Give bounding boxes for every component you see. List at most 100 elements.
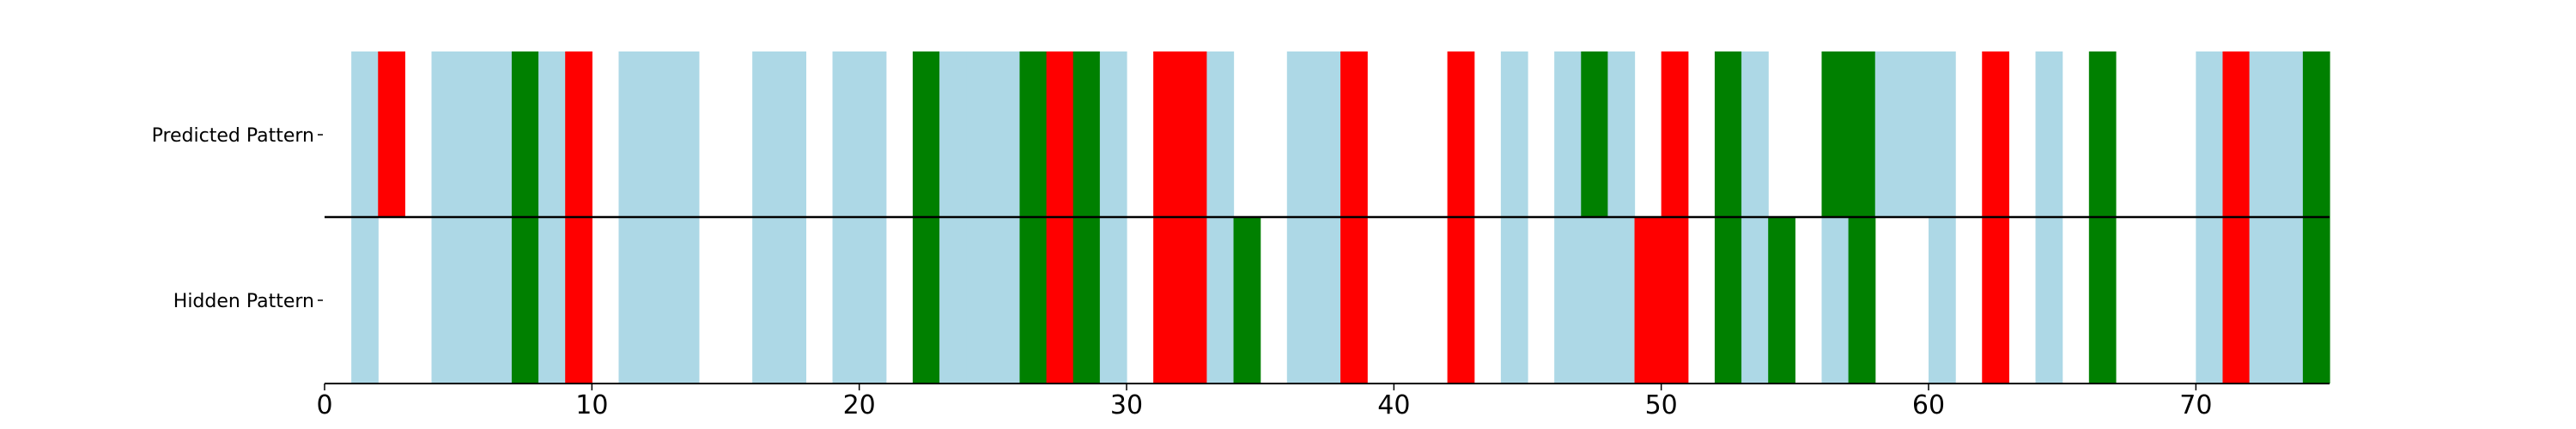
predicted-cell-19 [832, 51, 860, 217]
predicted-cell-27 [1046, 51, 1074, 217]
predicted-cell-62 [1982, 51, 2009, 217]
hidden-cell-5 [458, 217, 486, 384]
hidden-cell-73 [2275, 217, 2304, 384]
hidden-cell-50 [1661, 217, 1689, 384]
predicted-cell-73 [2275, 51, 2304, 217]
predicted-cell-23 [939, 51, 967, 217]
hidden-cell-19 [832, 217, 860, 384]
hidden-cell-9 [565, 217, 592, 384]
predicted-cell-47 [1581, 51, 1608, 217]
predicted-cell-56 [1821, 51, 1850, 217]
hidden-cell-25 [993, 217, 1021, 384]
hidden-cell-26 [1019, 217, 1048, 384]
hidden-cell-74 [2302, 217, 2330, 384]
hidden-cell-60 [1929, 217, 1956, 384]
x-tick-label: 70 [2179, 390, 2212, 420]
predicted-cell-16 [752, 51, 780, 217]
hidden-cell-47 [1581, 217, 1608, 384]
x-tick-label: 40 [1377, 390, 1410, 420]
x-tick-label: 0 [316, 390, 332, 420]
predicted-cell-66 [2088, 51, 2117, 217]
predicted-cell-59 [1901, 51, 1929, 217]
predicted-cell-4 [431, 51, 459, 217]
hidden-cell-6 [484, 217, 513, 384]
hidden-cell-62 [1982, 217, 2009, 384]
hidden-cell-66 [2088, 217, 2117, 384]
y-label-predicted: Predicted Pattern [152, 125, 314, 147]
predicted-cell-50 [1661, 51, 1689, 217]
hidden-cell-54 [1768, 217, 1795, 384]
hidden-cell-49 [1634, 217, 1662, 384]
hidden-cell-24 [966, 217, 993, 384]
predicted-cell-5 [458, 51, 486, 217]
predicted-cell-26 [1019, 51, 1048, 217]
hidden-cell-34 [1233, 217, 1261, 384]
hidden-cell-64 [2035, 217, 2063, 384]
x-axis-ticks: 0 10 20 30 40 50 60 70 [316, 384, 2212, 420]
x-tick-label: 50 [1645, 390, 1678, 420]
predicted-cell-22 [912, 51, 940, 217]
hidden-cell-36 [1286, 217, 1315, 384]
hidden-cell-8 [538, 217, 566, 384]
predicted-cell-8 [538, 51, 566, 217]
predicted-cell-13 [671, 51, 700, 217]
hidden-row-cells [351, 217, 2330, 384]
predicted-cell-52 [1714, 51, 1742, 217]
hidden-cell-1 [351, 217, 379, 384]
hidden-cell-42 [1447, 217, 1475, 384]
predicted-cell-6 [484, 51, 513, 217]
predicted-cell-37 [1313, 51, 1341, 217]
predicted-cell-46 [1554, 51, 1582, 217]
hidden-cell-38 [1340, 217, 1368, 384]
predicted-cell-36 [1286, 51, 1315, 217]
predicted-cell-9 [565, 51, 592, 217]
hidden-cell-27 [1046, 217, 1074, 384]
hidden-cell-70 [2196, 217, 2224, 384]
predicted-cell-74 [2302, 51, 2330, 217]
hidden-cell-72 [2249, 217, 2277, 384]
predicted-cell-32 [1180, 51, 1207, 217]
predicted-cell-44 [1500, 51, 1528, 217]
hidden-cell-31 [1153, 217, 1181, 384]
predicted-cell-48 [1607, 51, 1636, 217]
predicted-cell-58 [1874, 51, 1903, 217]
predicted-cell-72 [2249, 51, 2277, 217]
hidden-cell-13 [671, 217, 700, 384]
predicted-cell-28 [1072, 51, 1101, 217]
predicted-cell-31 [1153, 51, 1181, 217]
hidden-cell-4 [431, 217, 459, 384]
hidden-cell-23 [939, 217, 967, 384]
hidden-cell-28 [1072, 217, 1101, 384]
hidden-cell-57 [1848, 217, 1876, 384]
hidden-cell-53 [1741, 217, 1769, 384]
predicted-cell-24 [966, 51, 993, 217]
predicted-cell-60 [1929, 51, 1956, 217]
predicted-cell-53 [1741, 51, 1769, 217]
hidden-cell-46 [1554, 217, 1582, 384]
hidden-cell-17 [779, 217, 806, 384]
hidden-cell-16 [752, 217, 780, 384]
hidden-cell-48 [1607, 217, 1636, 384]
hidden-cell-52 [1714, 217, 1742, 384]
predicted-cell-25 [993, 51, 1021, 217]
hidden-cell-44 [1500, 217, 1528, 384]
hidden-cell-11 [618, 217, 647, 384]
predicted-cell-71 [2222, 51, 2251, 217]
predicted-cell-12 [645, 51, 673, 217]
x-tick-label: 30 [1110, 390, 1143, 420]
hidden-cell-22 [912, 217, 940, 384]
predicted-cell-33 [1206, 51, 1235, 217]
hidden-cell-7 [511, 217, 539, 384]
x-tick-label: 20 [843, 390, 876, 420]
hidden-cell-33 [1206, 217, 1235, 384]
predicted-cell-7 [511, 51, 539, 217]
y-label-hidden: Hidden Pattern [173, 291, 314, 312]
predicted-cell-42 [1447, 51, 1475, 217]
predicted-cell-1 [351, 51, 379, 217]
predicted-cell-20 [859, 51, 887, 217]
predicted-cell-38 [1340, 51, 1368, 217]
predicted-cell-70 [2196, 51, 2224, 217]
predicted-cell-57 [1848, 51, 1876, 217]
predicted-row-cells [351, 51, 2330, 217]
